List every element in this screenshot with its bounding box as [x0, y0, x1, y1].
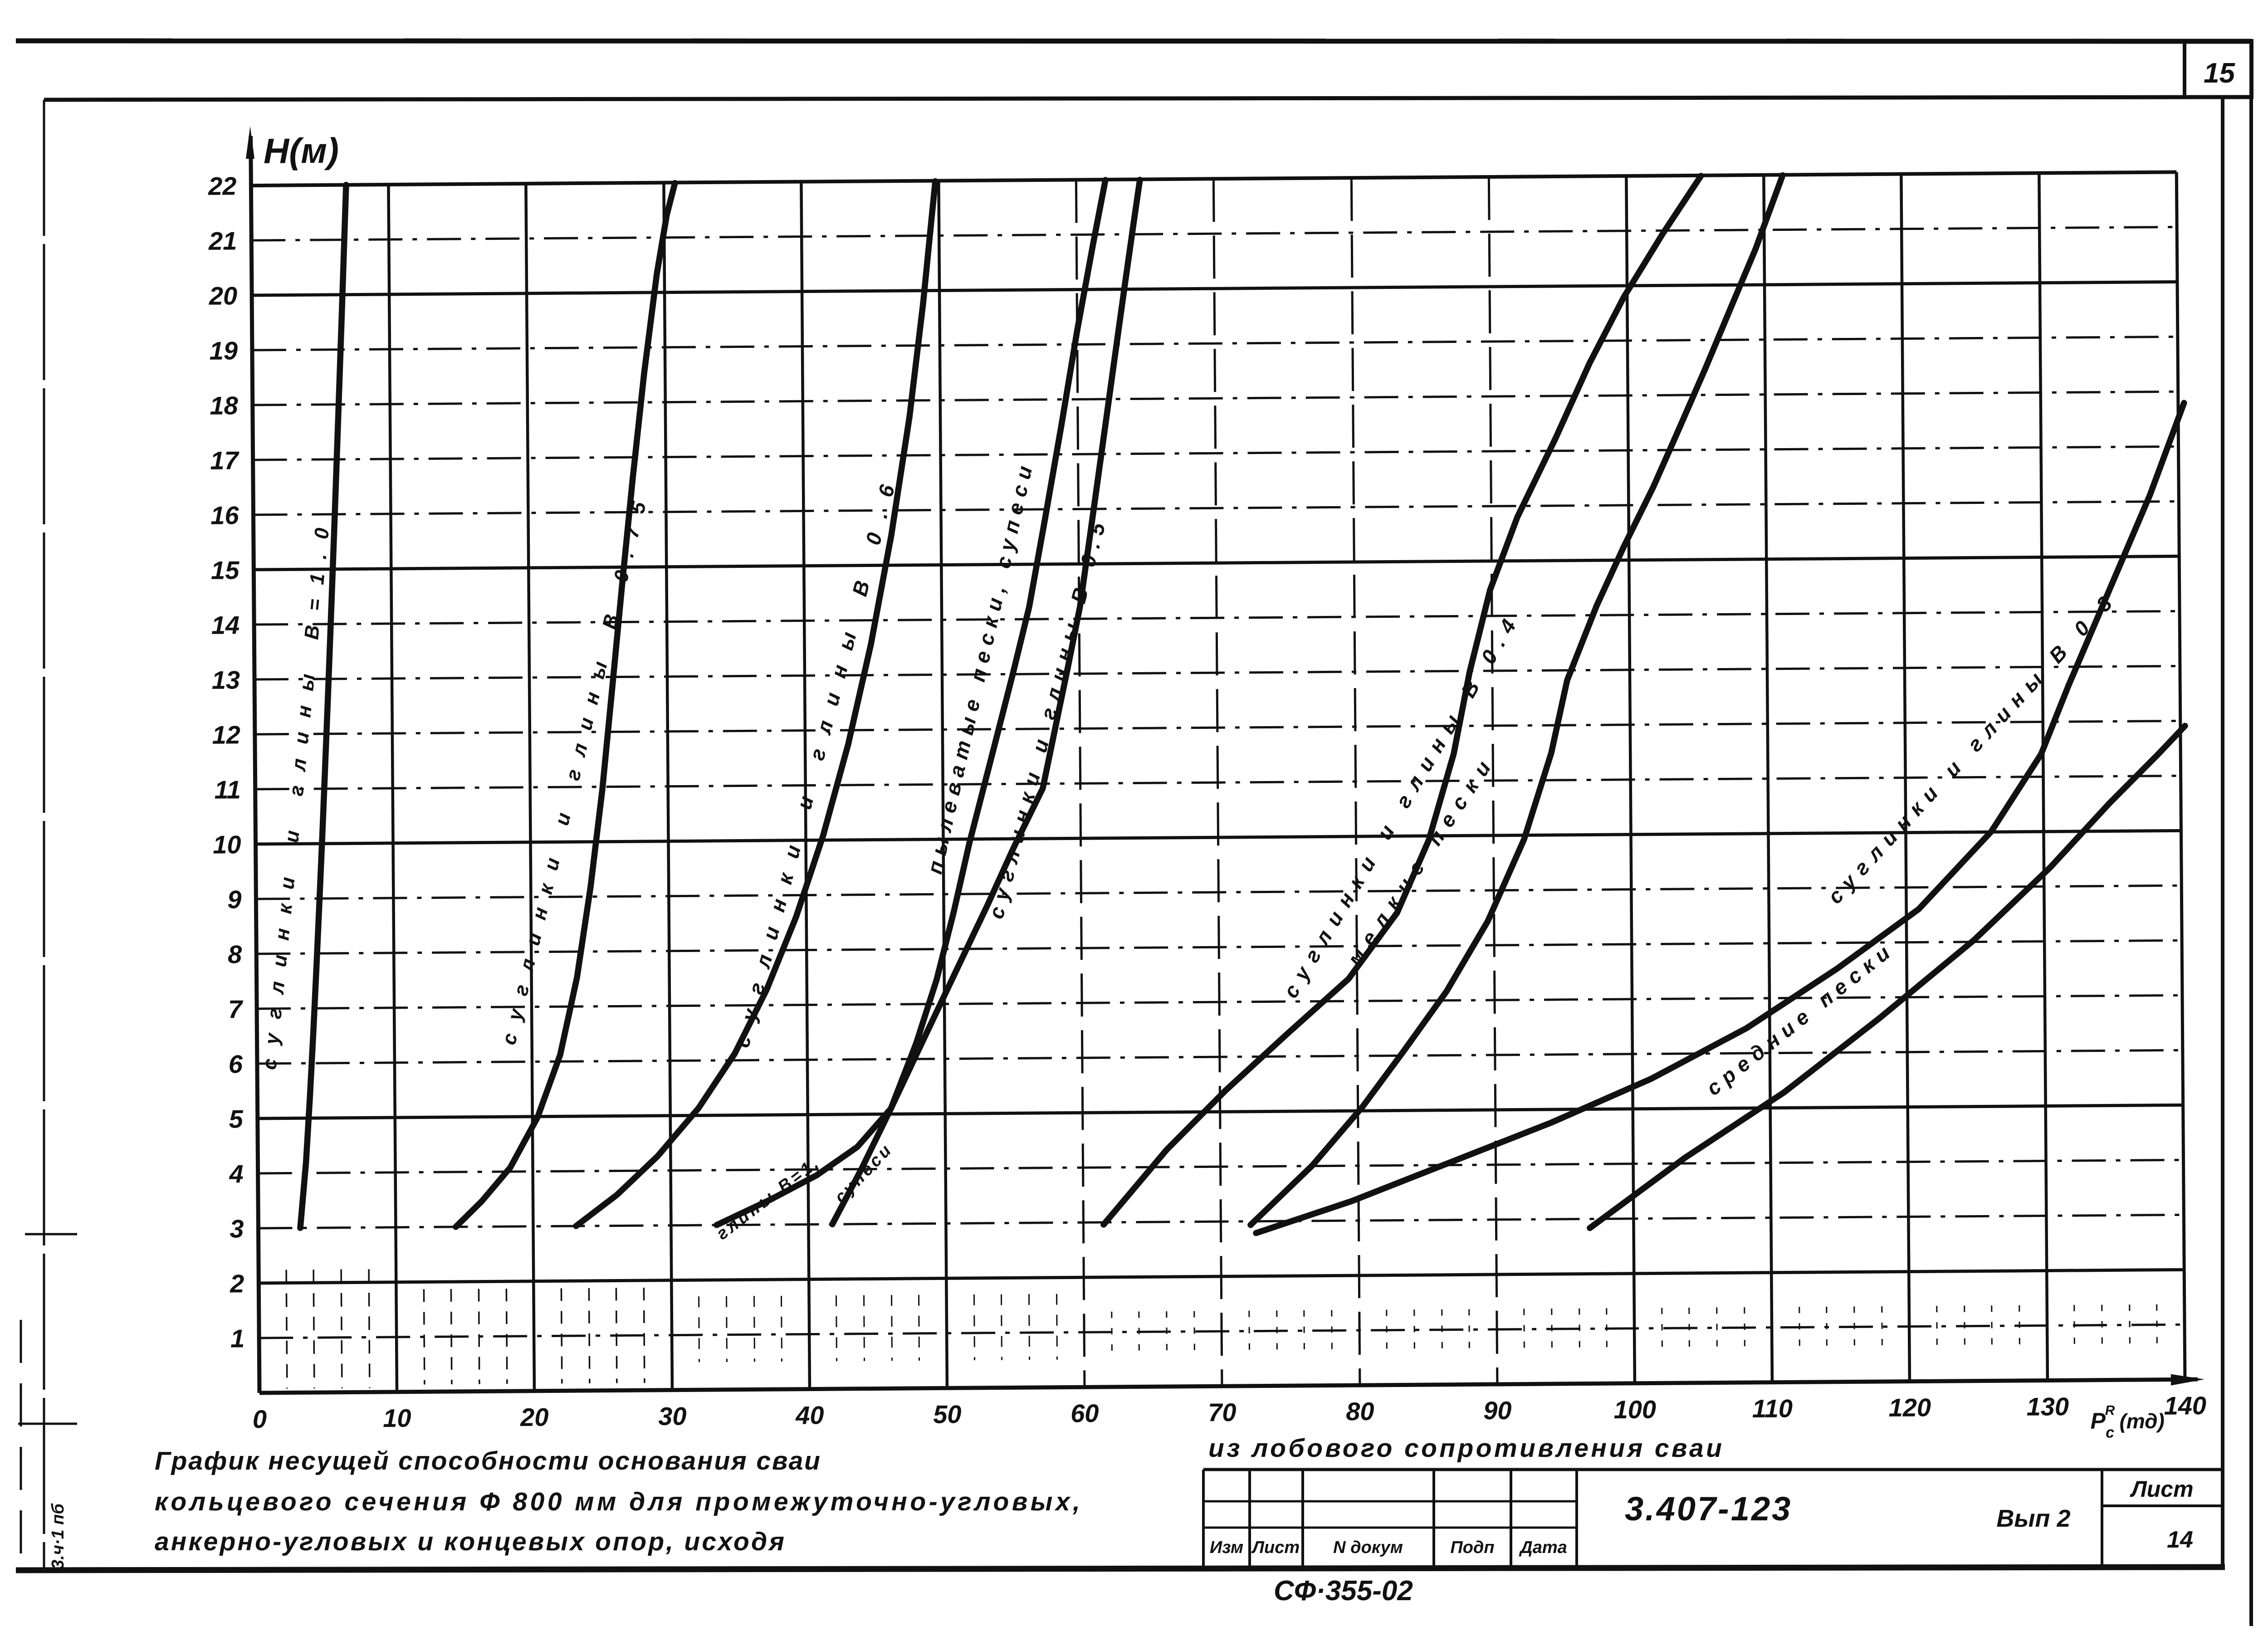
svg-text:60: 60: [1070, 1399, 1099, 1427]
svg-text:Изм: Изм: [1210, 1538, 1243, 1557]
svg-text:7: 7: [228, 995, 244, 1023]
svg-text:90: 90: [1483, 1396, 1512, 1425]
svg-text:13: 13: [212, 665, 240, 694]
svg-text:График несущей способности: График несущей способности основания сва…: [155, 1446, 820, 1475]
svg-text:СФ·355-02: СФ·355-02: [1274, 1575, 1413, 1607]
svg-text:15: 15: [211, 556, 240, 584]
svg-text:80: 80: [1346, 1397, 1374, 1426]
svg-text:N докум: N докум: [1333, 1538, 1403, 1557]
svg-text:Лист: Лист: [1251, 1538, 1300, 1557]
svg-text:14: 14: [2167, 1527, 2193, 1553]
svg-text:70: 70: [1208, 1398, 1237, 1426]
svg-text:9: 9: [227, 885, 242, 913]
svg-text:22: 22: [208, 171, 237, 200]
svg-text:10: 10: [213, 830, 241, 859]
svg-text:17: 17: [210, 446, 240, 474]
svg-text:30: 30: [658, 1402, 687, 1430]
svg-text:6: 6: [229, 1050, 243, 1078]
svg-text:Дата: Дата: [1519, 1538, 1567, 1557]
svg-text:4: 4: [229, 1159, 244, 1188]
svg-text:130: 130: [2026, 1392, 2069, 1421]
svg-text:110: 110: [1752, 1394, 1793, 1423]
svg-text:50: 50: [933, 1400, 962, 1428]
svg-text:5: 5: [229, 1104, 243, 1133]
svg-text:3.407-123: 3.407-123: [1625, 1490, 1792, 1528]
svg-text:8: 8: [228, 940, 242, 968]
svg-text:Лист: Лист: [2130, 1476, 2193, 1502]
svg-text:12: 12: [212, 720, 240, 749]
svg-text:19: 19: [209, 336, 238, 365]
svg-text:3: 3: [230, 1214, 244, 1243]
svg-text:10: 10: [383, 1404, 411, 1432]
svg-text:3.ч·1 пб: 3.ч·1 пб: [49, 1503, 68, 1569]
svg-text:20: 20: [520, 1403, 549, 1431]
svg-text:16: 16: [210, 501, 240, 529]
svg-text:из лобового сопротивления сваи: из лобового сопротивления сваи: [1208, 1434, 1722, 1463]
svg-text:11: 11: [214, 775, 241, 804]
svg-text:120: 120: [1888, 1393, 1931, 1422]
svg-text:15: 15: [2204, 58, 2235, 89]
svg-text:H(м): H(м): [264, 131, 339, 171]
svg-text:анкерно-угловых и концевых: анкерно-угловых и концевых опор, исходя: [155, 1527, 784, 1556]
svg-text:100: 100: [1613, 1395, 1656, 1424]
svg-text:0: 0: [253, 1405, 267, 1433]
svg-text:Подп: Подп: [1450, 1538, 1494, 1557]
svg-text:Вып 2: Вып 2: [1996, 1505, 2070, 1532]
svg-text:140: 140: [2164, 1391, 2206, 1420]
svg-text:2: 2: [230, 1269, 244, 1298]
svg-text:14: 14: [211, 610, 240, 639]
svg-text:20: 20: [209, 281, 238, 310]
svg-text:40: 40: [795, 1401, 824, 1429]
svg-text:18: 18: [210, 391, 239, 420]
svg-text:21: 21: [208, 226, 237, 255]
svg-text:1: 1: [230, 1324, 245, 1353]
